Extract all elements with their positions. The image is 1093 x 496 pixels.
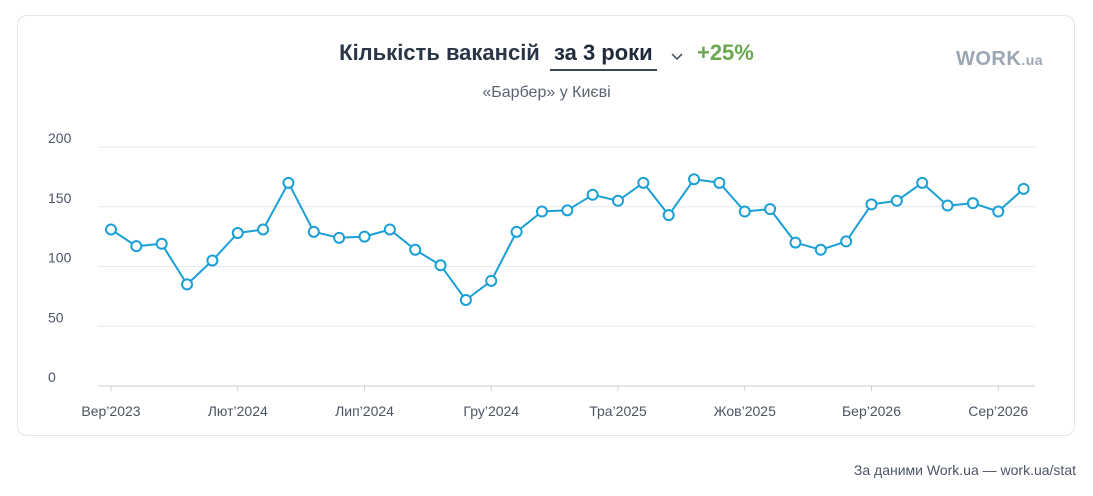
y-tick-label: 0 [48,369,56,385]
data-point [966,197,979,210]
data-point [333,231,346,244]
data-point [865,198,878,211]
x-tick-label: Вер’2023 [81,403,140,419]
data-point [358,230,371,243]
x-tick-label: Бер’2026 [842,403,901,419]
data-point [713,176,726,189]
x-tick-label: Гру’2024 [463,403,519,419]
chart-subtitle: «Барбер» у Києві [482,84,611,101]
data-point [510,225,523,238]
data-point [814,243,827,256]
y-tick-label: 50 [48,309,64,325]
x-tick-label: Тра’2025 [589,403,647,419]
x-tick-label: Лип’2024 [335,403,394,419]
chart-title: Кількість вакансій за 3 роки +25% [0,38,1093,71]
data-point [586,188,599,201]
data-point [383,223,396,236]
data-point [459,293,472,306]
period-selector[interactable]: за 3 роки [549,38,657,71]
data-point [941,199,954,212]
data-point [105,223,117,236]
data-point [789,236,802,249]
change-percent: +25% [696,40,754,65]
data-point [155,237,168,250]
logo-suffix: .ua [1021,52,1044,68]
data-point [688,173,701,186]
data-point [307,225,320,238]
data-point [637,176,650,189]
data-point [535,205,548,218]
series-line [110,178,1025,301]
logo-brand: WORK [956,48,1022,70]
data-point [485,274,498,287]
y-tick-label: 100 [48,250,72,266]
data-point [992,205,1005,218]
data-point [916,176,929,189]
x-tick-label: Лют’2024 [208,403,268,419]
data-point [1017,182,1030,195]
data-point [738,205,751,218]
data-point [561,204,574,217]
data-point [181,278,194,291]
data-point [206,254,219,267]
data-point [257,223,270,236]
data-point [409,243,422,256]
data-point [890,194,903,207]
data-point [764,203,777,216]
x-tick-label: Сер’2026 [968,403,1028,419]
data-point [130,240,143,253]
data-point [662,209,675,222]
chart-card [17,15,1075,436]
data-point [282,176,295,189]
y-tick-label: 150 [48,190,72,206]
data-source: За даними Work.ua — work.ua/stat [853,462,1076,478]
data-point [231,227,244,240]
chevron-down-icon[interactable] [669,39,685,69]
data-point [840,235,853,248]
title-text: Кількість вакансій [339,40,540,65]
x-tick-label: Жов’2025 [714,403,776,419]
y-tick-label: 200 [48,130,72,146]
workua-logo: WORK.ua [956,48,1043,71]
data-point [612,194,624,207]
data-point [434,259,447,272]
